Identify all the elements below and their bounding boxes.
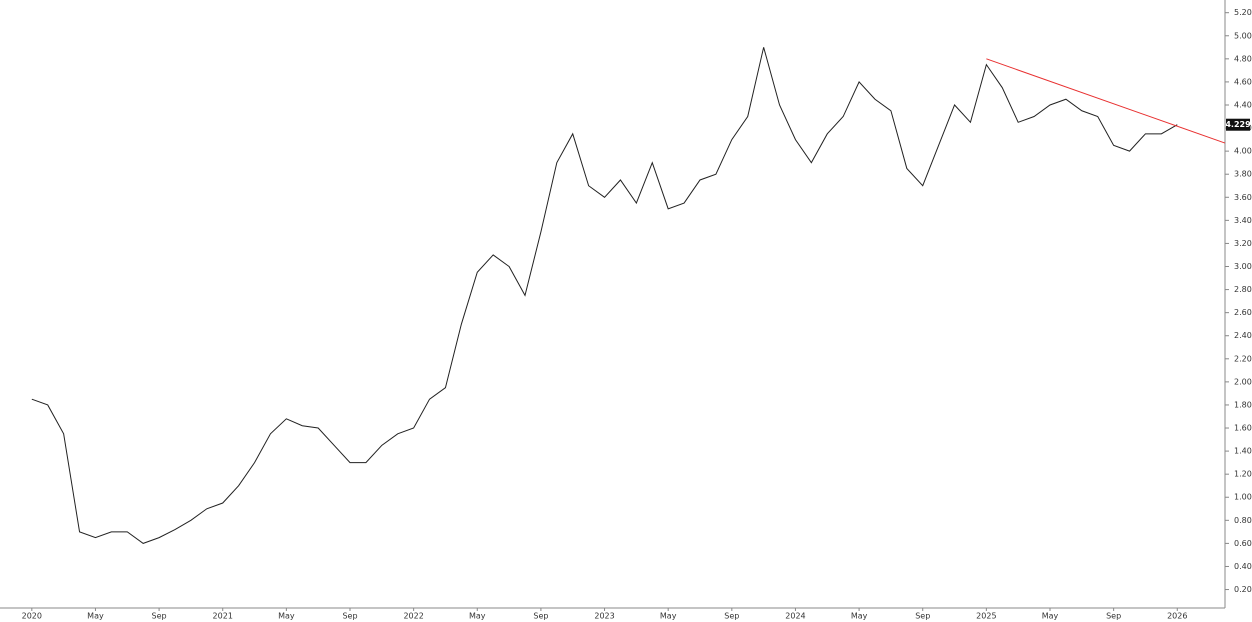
price-tag <box>1226 118 1250 131</box>
x-tick-label: 2023 <box>594 612 614 621</box>
x-tick-label: Sep <box>152 612 167 621</box>
trendline <box>986 58 1226 144</box>
price-line <box>31 47 1178 544</box>
x-tick-label: Sep <box>342 612 357 621</box>
x-tick-label: May <box>851 612 868 621</box>
y-tick-label: 0.200 <box>1234 585 1252 594</box>
x-tick-label: 2020 <box>22 612 42 621</box>
y-tick-label: 4.600 <box>1234 77 1252 86</box>
x-tick-label: Sep <box>915 612 930 621</box>
price-tag-label: 4.229 <box>1225 120 1251 129</box>
x-tick-label: Sep <box>533 612 548 621</box>
y-tick-label: 2.400 <box>1234 331 1252 340</box>
y-tick-label: 4.400 <box>1234 100 1252 109</box>
y-tick-label: 1.800 <box>1234 400 1252 409</box>
x-tick-label: 2024 <box>785 612 805 621</box>
y-tick-label: 4.000 <box>1234 147 1252 156</box>
y-tick-label: 1.400 <box>1234 447 1252 456</box>
y-tick-label: 3.200 <box>1234 239 1252 248</box>
y-tick-label: 0.400 <box>1234 562 1252 571</box>
y-tick-label: 1.600 <box>1234 424 1252 433</box>
x-tick-label: 2025 <box>976 612 996 621</box>
y-tick-label: 5.200 <box>1234 8 1252 17</box>
y-tick-label: 3.400 <box>1234 216 1252 225</box>
y-tick-label: 0.800 <box>1234 516 1252 525</box>
x-tick-label: 2021 <box>213 612 233 621</box>
x-tick-label: Sep <box>1106 612 1121 621</box>
y-tick-label: 5.000 <box>1234 31 1252 40</box>
y-tick-label: 1.000 <box>1234 493 1252 502</box>
x-tick-label: May <box>278 612 295 621</box>
y-tick-label: 4.800 <box>1234 54 1252 63</box>
x-tick-label: May <box>469 612 486 621</box>
x-tick-label: May <box>660 612 677 621</box>
x-tick-label: Sep <box>724 612 739 621</box>
x-tick-label: 2022 <box>403 612 423 621</box>
x-tick-label: May <box>1042 612 1059 621</box>
y-tick-label: 3.600 <box>1234 193 1252 202</box>
y-tick-label: 2.000 <box>1234 377 1252 386</box>
x-tick-label: May <box>87 612 104 621</box>
y-tick-label: 0.600 <box>1234 539 1252 548</box>
y-tick-label: 2.600 <box>1234 308 1252 317</box>
y-tick-label: 3.000 <box>1234 262 1252 271</box>
y-tick-label: 1.200 <box>1234 470 1252 479</box>
x-tick-label: 2026 <box>1167 612 1187 621</box>
y-tick-label: 2.800 <box>1234 285 1252 294</box>
y-tick-label: 2.200 <box>1234 354 1252 363</box>
y-tick-label: 3.800 <box>1234 170 1252 179</box>
